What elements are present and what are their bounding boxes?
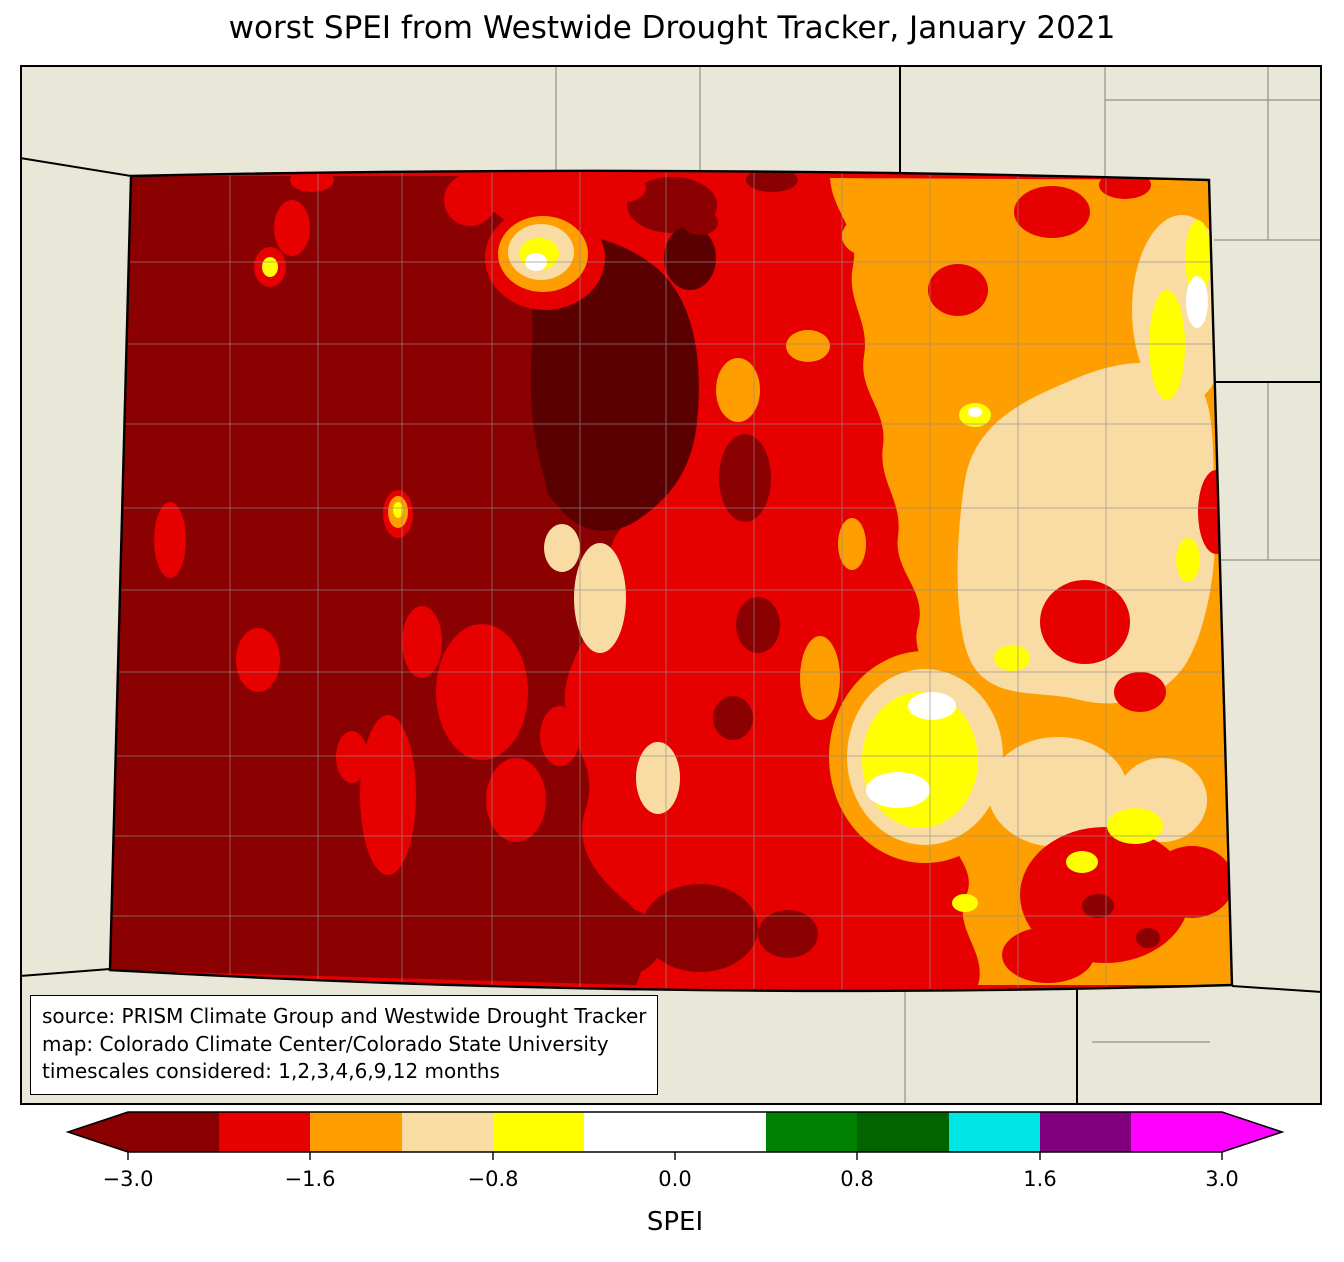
contour-blob [758, 910, 818, 958]
contour-blob [578, 636, 630, 700]
colorbar-segment-red [219, 1112, 311, 1152]
colorbar-tick-label: 3.0 [1205, 1167, 1238, 1191]
colorbar-extend-right [1222, 1112, 1282, 1152]
contour-blob [636, 742, 680, 814]
contour-blob [444, 174, 496, 226]
contour-blob [1176, 538, 1200, 582]
contour-blob [1107, 808, 1163, 844]
contour-blob [544, 524, 580, 572]
annotation-line-timescales: timescales considered: 1,2,3,4,6,9,12 mo… [42, 1059, 500, 1084]
contour-blob [1114, 672, 1166, 712]
contour-blob [957, 362, 1216, 704]
outside-state-borders [20, 65, 1322, 1105]
contour-blob [994, 645, 1030, 671]
contour-blob [574, 543, 626, 653]
contour-blob [713, 696, 753, 740]
colorbar-axis-label: SPEI [647, 1207, 703, 1237]
contour-blob [154, 502, 186, 578]
contour-blob [262, 257, 278, 277]
contour-blob [1014, 186, 1090, 238]
contour-blob [642, 884, 758, 972]
contour-blob [1186, 276, 1208, 328]
contour-blob [908, 692, 956, 720]
colorbar-segment-cyan [949, 1112, 1041, 1152]
contour-blob [274, 200, 310, 256]
annotation-box: source: PRISM Climate Group and Westwide… [30, 995, 659, 1095]
contour-blob [1040, 580, 1130, 664]
colorbar-segment-darkred [128, 1112, 220, 1152]
colorbar-segment-orange [310, 1112, 403, 1152]
contour-blob [716, 358, 760, 422]
contour-blob [336, 731, 368, 783]
contour-fills [110, 170, 1232, 991]
contour-blob [842, 216, 894, 256]
contour-blob [682, 209, 718, 235]
contour-blob [952, 894, 978, 912]
contour-blob [736, 597, 780, 653]
contour-blob [866, 772, 930, 808]
colorado-spei-map [20, 65, 1322, 1105]
contour-blob [1149, 290, 1185, 400]
contour-blob [1082, 894, 1114, 918]
contour-layer-darkred-spots [682, 170, 1160, 948]
colorbar-ticks [127, 1152, 1223, 1160]
contour-blob [988, 737, 1128, 847]
colorbar-segment-white [584, 1112, 767, 1152]
colorbar-segment-purple [1040, 1112, 1132, 1152]
contour-blob [746, 170, 798, 192]
contour-blob [360, 715, 416, 875]
contour-blob [1185, 220, 1211, 296]
colorbar-segment-green [766, 1112, 858, 1152]
contour-blob [402, 606, 442, 678]
colorbar-tick-label: −3.0 [103, 1167, 154, 1191]
contour-blob [719, 434, 771, 522]
page-title: worst SPEI from Westwide Drought Tracker… [228, 10, 1116, 46]
contour-layer-darkest [529, 226, 716, 531]
contour-blob [586, 172, 646, 204]
contour-blob [928, 264, 988, 316]
contour-blob [540, 706, 580, 766]
contour-blob [968, 407, 982, 417]
contour-blob [1002, 927, 1094, 983]
state-border [108, 169, 1234, 993]
contour-blob [1066, 851, 1098, 873]
contour-blob [786, 330, 830, 362]
outside-county-lines [555, 65, 1322, 1105]
contour-blob [545, 440, 655, 520]
colorbar-segment-yellow [493, 1112, 585, 1152]
contour-layer-white [525, 253, 1208, 808]
contour-blob [800, 636, 840, 720]
colorbar-tick-label: 0.8 [840, 1167, 873, 1191]
colorbar: −3.0 −1.6 −0.8 0.0 0.8 1.6 3.0 SPEI [65, 1111, 1285, 1237]
annotation-line-map: map: Colorado Climate Center/Colorado St… [42, 1031, 609, 1056]
colorbar-segment-magenta [1131, 1112, 1222, 1152]
colorbar-tick-label: 1.6 [1023, 1167, 1056, 1191]
colorbar-extend-left [68, 1112, 128, 1152]
annotation-line-source: source: PRISM Climate Group and Westwide… [42, 1004, 647, 1028]
contour-blob [838, 518, 866, 570]
contour-blob [1150, 846, 1232, 918]
contour-blob [236, 628, 280, 692]
colorbar-tick-label: −0.8 [468, 1167, 519, 1191]
contour-blob [566, 906, 662, 978]
colorbar-segment-wheat [402, 1112, 494, 1152]
colorbar-tick-label: −1.6 [285, 1167, 336, 1191]
axes-frame [20, 65, 1322, 1105]
contour-blob [393, 502, 403, 518]
contour-blob [486, 758, 546, 842]
county-lines [110, 170, 1232, 991]
colorbar-segment-darkgreen [857, 1112, 950, 1152]
contour-blob [664, 226, 716, 290]
contour-blob [1136, 928, 1160, 948]
contour-blob [436, 624, 528, 760]
colorbar-tick-label: 0.0 [658, 1167, 691, 1191]
